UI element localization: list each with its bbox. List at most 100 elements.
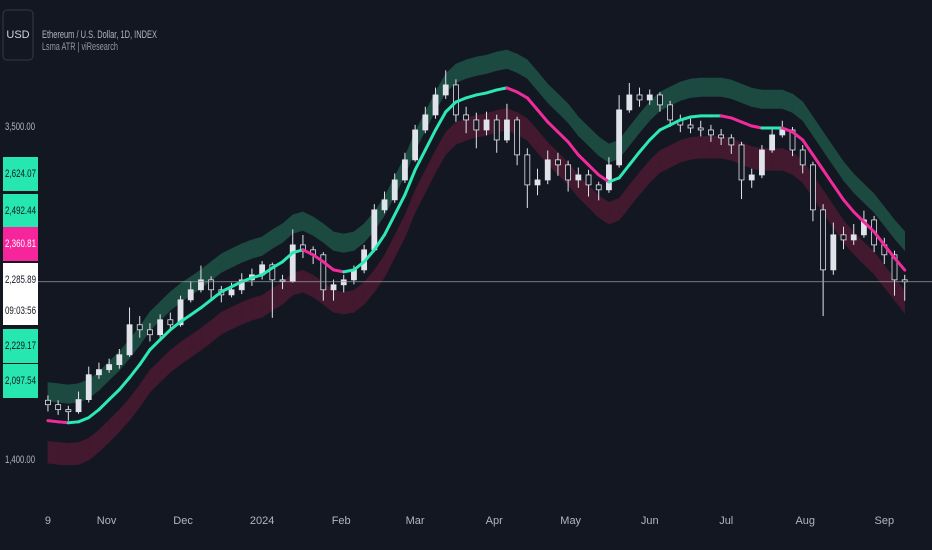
- candle-body: [238, 279, 245, 291]
- upper-band: [710, 77, 722, 97]
- axes: 3,500.00 1,400.00 9 Nov Dec 2024 Feb Mar Apr May J…: [3, 121, 894, 527]
- lsma-line: [852, 210, 866, 224]
- lsma-line: [250, 273, 264, 280]
- lsma-line: [179, 313, 193, 324]
- lower-band: [710, 136, 722, 159]
- lsma-line: [46, 419, 60, 424]
- candle-body: [687, 124, 694, 129]
- lsma-line: [393, 193, 407, 217]
- currency-button[interactable]: [2, 9, 34, 61]
- lsma-line: [515, 90, 529, 100]
- upper-band: [680, 78, 691, 101]
- candle-body: [799, 149, 806, 166]
- lsma-line: [668, 118, 682, 127]
- candle-body: [626, 94, 633, 111]
- upper-band: [751, 87, 763, 109]
- upper-band: [251, 236, 263, 259]
- candle-body: [412, 129, 419, 161]
- candle-body: [55, 404, 62, 411]
- currency[interactable]: USD: [6, 29, 29, 41]
- candle-body: [565, 164, 572, 181]
- candle-body: [585, 174, 592, 186]
- candle-body: [75, 399, 82, 413]
- candle-body: [708, 129, 714, 136]
- lsma-line: [311, 253, 325, 264]
- candle-body: [473, 119, 480, 131]
- plot-area: [38, 49, 932, 466]
- lsma-line: [66, 420, 81, 425]
- lsma-line: [168, 320, 183, 332]
- upper-band: [700, 77, 712, 97]
- lsma-line: [77, 416, 91, 424]
- candle-body: [126, 324, 133, 356]
- candle-body: [840, 234, 847, 241]
- upper-band: [241, 239, 253, 263]
- lower-band: [302, 269, 314, 298]
- candle-body: [850, 234, 857, 241]
- price-tag: [3, 263, 38, 297]
- candle-body: [381, 199, 388, 211]
- lsma-line: [638, 138, 652, 154]
- lsma-line: [97, 398, 111, 412]
- lsma-line: [219, 285, 234, 294]
- lower-band: [251, 294, 263, 321]
- x-tick-label: Feb: [332, 515, 351, 527]
- lower-band: [78, 437, 90, 465]
- upper-band: [486, 51, 498, 74]
- lsma-line: [464, 93, 478, 100]
- x-tick-label: Jul: [719, 515, 733, 527]
- lsma-line: [627, 150, 642, 167]
- lsma-line: [831, 183, 846, 202]
- lsma-line: [658, 123, 672, 132]
- lsma-line: [617, 163, 631, 180]
- lsma-line: [597, 173, 611, 184]
- candle-body: [728, 137, 735, 146]
- lsma-line: [240, 276, 254, 284]
- upper-band: [506, 49, 518, 73]
- lsma-line: [444, 100, 458, 114]
- lower-band: [47, 440, 59, 465]
- lsma-line: [403, 168, 417, 197]
- lsma-line: [505, 86, 519, 94]
- candle-body: [167, 319, 174, 326]
- lsma-line: [362, 248, 376, 264]
- upper-band: [47, 382, 59, 403]
- candle-body: [616, 109, 623, 166]
- candle-body: [595, 184, 602, 191]
- price-tag-label: 2,624.07: [5, 168, 36, 180]
- upper-band: [343, 231, 355, 253]
- candle-body: [198, 279, 204, 291]
- lsma-line: [648, 128, 662, 142]
- upper-band: [741, 83, 753, 107]
- candle-body: [779, 129, 786, 136]
- lsma-line: [87, 408, 101, 420]
- lsma-line: [107, 388, 121, 402]
- candle-body: [187, 289, 194, 301]
- price-tag: [3, 329, 38, 363]
- lower-band: [343, 290, 355, 315]
- lsma-line: [158, 328, 172, 342]
- candle-body: [810, 164, 816, 211]
- lsma-line: [587, 163, 601, 177]
- lsma-line: [719, 114, 733, 120]
- upper-band: [731, 79, 742, 103]
- lsma-line: [128, 363, 142, 380]
- candle-body: [45, 399, 51, 406]
- price-tag: [3, 227, 38, 261]
- candle-body: [320, 254, 327, 291]
- candle-body: [759, 149, 765, 176]
- candle-body: [442, 84, 449, 96]
- lower-band: [333, 290, 345, 315]
- lsma-line: [862, 220, 876, 234]
- upper-band: [476, 54, 487, 76]
- candle-body: [657, 94, 663, 106]
- lsma-line: [576, 153, 591, 167]
- candle-body: [493, 119, 500, 141]
- lsma-line: [485, 88, 499, 95]
- price-tag-label: 2,285.89: [5, 274, 36, 286]
- price-tag-label: 2,229.17: [5, 340, 36, 352]
- candle-body: [544, 159, 551, 181]
- upper-band: [465, 56, 477, 79]
- lower-band: [659, 145, 671, 173]
